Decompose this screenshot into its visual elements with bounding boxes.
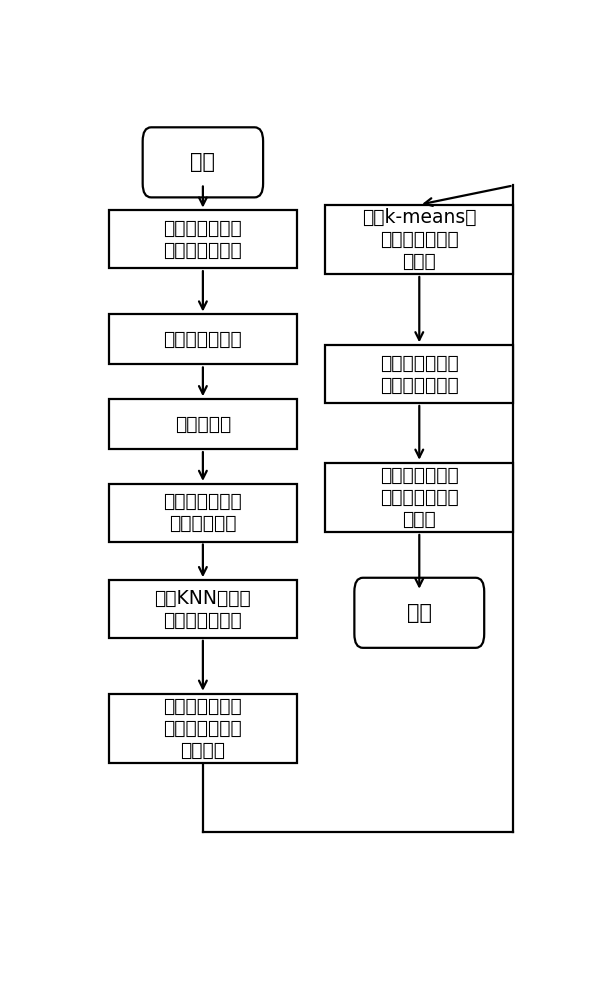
FancyBboxPatch shape bbox=[143, 127, 263, 197]
Bar bbox=[325, 345, 514, 403]
Bar bbox=[109, 399, 297, 449]
Text: 生成训练数据集: 生成训练数据集 bbox=[163, 330, 242, 349]
Text: 数据预处理: 数据预处理 bbox=[175, 415, 231, 434]
Text: 在不同空调负荷
类别中选取聚合
关键参数: 在不同空调负荷 类别中选取聚合 关键参数 bbox=[163, 697, 242, 760]
Bar bbox=[109, 210, 297, 268]
FancyBboxPatch shape bbox=[354, 578, 484, 648]
Text: 利用KNN算法进
行空调负荷分类: 利用KNN算法进 行空调负荷分类 bbox=[155, 588, 251, 629]
Bar bbox=[109, 314, 297, 364]
Bar bbox=[325, 205, 514, 274]
Bar bbox=[325, 463, 514, 532]
Text: 建立空调负荷的
等效热参数模型: 建立空调负荷的 等效热参数模型 bbox=[163, 219, 242, 260]
Text: 利用k-means算
法对空调负荷进
行聚合: 利用k-means算 法对空调负荷进 行聚合 bbox=[362, 208, 476, 271]
Bar bbox=[109, 484, 297, 542]
Text: 选定组合调控策
略，确定需求响
应能力: 选定组合调控策 略，确定需求响 应能力 bbox=[380, 466, 459, 529]
Text: 用等效替代法得
到聚合空调功率: 用等效替代法得 到聚合空调功率 bbox=[380, 354, 459, 395]
Text: 开始: 开始 bbox=[191, 152, 215, 172]
Text: 选取所建模型的
分类关键参数: 选取所建模型的 分类关键参数 bbox=[163, 492, 242, 533]
Bar bbox=[109, 694, 297, 763]
Bar bbox=[109, 580, 297, 638]
Text: 结束: 结束 bbox=[407, 603, 432, 623]
